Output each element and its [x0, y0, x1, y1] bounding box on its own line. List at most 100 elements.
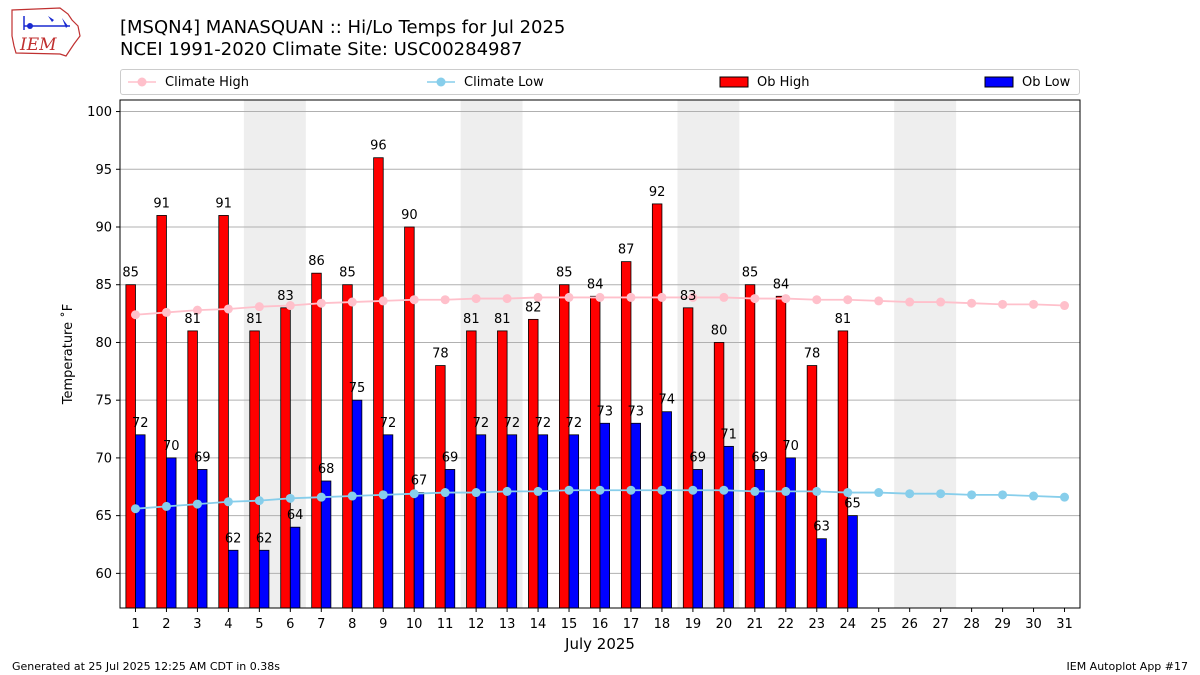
- legend-item-ob-high: Ob High: [719, 70, 810, 94]
- x-tick-label: 19: [685, 617, 702, 632]
- ob-high-label: 81: [184, 312, 201, 327]
- legend-label: Climate Low: [464, 74, 544, 90]
- y-tick-label: 90: [95, 221, 112, 236]
- climate-high-point: [440, 295, 450, 305]
- ob-low-label: 68: [318, 462, 335, 477]
- ob-low-bar: [382, 434, 394, 609]
- ob-low-bar: [723, 445, 734, 609]
- x-tick-label: 4: [224, 617, 232, 632]
- climate-low-point: [564, 485, 574, 495]
- ob-low-label: 71: [720, 427, 737, 442]
- ob-high-bar: [311, 272, 322, 609]
- x-tick-label: 18: [654, 617, 671, 632]
- ob-low-label: 62: [225, 531, 242, 546]
- ob-low-bar: [258, 549, 270, 609]
- chart-subtitle: NCEI 1991-2020 Climate Site: USC00284987: [120, 39, 523, 60]
- legend-label: Ob High: [757, 74, 810, 90]
- climate-high-point: [409, 295, 419, 305]
- climate-high-point: [564, 292, 574, 302]
- ob-low-label: 69: [442, 450, 459, 465]
- ob-low-label: 73: [627, 404, 644, 419]
- ob-high-bar: [280, 307, 291, 609]
- ob-low-bar: [135, 434, 146, 609]
- ob-high-label: 96: [370, 139, 387, 154]
- climate-low-point: [440, 488, 450, 498]
- ob-high-bar: [837, 330, 849, 609]
- ob-low-label: 62: [256, 531, 273, 546]
- ob-low-label: 67: [411, 474, 428, 489]
- legend-item-ob-low: Ob Low: [984, 70, 1070, 94]
- ob-high-bar: [404, 226, 415, 609]
- ob-low-bar: [661, 411, 672, 609]
- ob-low-bar: [413, 492, 425, 609]
- x-tick-label: 1: [131, 617, 139, 632]
- ob-high-label: 85: [742, 266, 759, 281]
- ob-low-bar: [537, 434, 549, 609]
- climate-low-point: [1029, 491, 1039, 501]
- climate-high-point: [781, 294, 791, 304]
- ob-low-bar: [289, 526, 301, 609]
- climate-low-point: [316, 492, 326, 502]
- climate-high-point: [998, 299, 1008, 309]
- ob-high-bar: [620, 261, 632, 609]
- x-tick-label: 3: [193, 617, 201, 632]
- climate-high-point: [874, 296, 884, 306]
- climate-high-point: [1029, 299, 1039, 309]
- climate-high-point: [316, 298, 326, 308]
- ob-high-bar: [528, 318, 539, 609]
- ob-high-label: 78: [432, 347, 449, 362]
- chart-title: [MSQN4] MANASQUAN :: Hi/Lo Temps for Jul…: [120, 17, 566, 38]
- climate-high-point: [502, 294, 512, 304]
- ob-high-label: 81: [835, 312, 852, 327]
- legend-item-climate-high: Climate High: [127, 70, 249, 94]
- climate-low-point: [130, 504, 140, 514]
- app-credit: IEM Autoplot App #17: [1066, 660, 1189, 673]
- ob-low-bar: [816, 538, 827, 609]
- generated-timestamp: Generated at 25 Jul 2025 12:25 AM CDT in…: [12, 660, 280, 673]
- ob-low-bar: [847, 515, 858, 609]
- weekend-shade: [894, 100, 957, 608]
- ob-low-bar: [197, 469, 208, 609]
- x-tick-label: 7: [317, 617, 325, 632]
- climate-high-point: [223, 304, 233, 314]
- x-tick-label: 24: [839, 617, 856, 632]
- ob-low-label: 72: [380, 416, 397, 431]
- ob-low-bar: [568, 434, 580, 609]
- ob-high-bar: [435, 365, 446, 609]
- x-tick-label: 28: [963, 617, 980, 632]
- x-tick-label: 29: [994, 617, 1011, 632]
- ob-high-label: 84: [773, 277, 790, 292]
- x-tick-label: 20: [716, 617, 733, 632]
- climate-low-point: [688, 485, 698, 495]
- climate-high-point: [285, 301, 295, 311]
- ob-high-bar: [806, 365, 818, 609]
- climate-low-point: [409, 489, 419, 499]
- climate-high-point: [719, 292, 729, 302]
- ob-high-bar: [713, 342, 725, 609]
- climate-high-point: [843, 295, 853, 305]
- ob-low-bar: [227, 549, 239, 609]
- x-tick-label: 8: [348, 617, 356, 632]
- ob-high-bar: [466, 330, 477, 609]
- ob-low-bar: [599, 422, 611, 609]
- ob-high-bar: [342, 284, 353, 609]
- ob-low-label: 72: [566, 416, 583, 431]
- climate-high-point: [1060, 301, 1070, 311]
- climate-low-point: [378, 490, 388, 500]
- x-tick-label: 14: [530, 617, 547, 632]
- ob-high-label: 81: [494, 312, 511, 327]
- climate-low-point: [657, 485, 667, 495]
- legend-label: Climate High: [165, 74, 250, 90]
- climate-low-point: [502, 486, 512, 496]
- ob-low-label: 64: [287, 508, 304, 523]
- ob-high-label: 92: [649, 185, 666, 200]
- ob-low-label: 69: [194, 450, 211, 465]
- x-tick-label: 16: [592, 617, 609, 632]
- ob-low-label: 72: [132, 416, 149, 431]
- ob-low-bar: [475, 434, 487, 609]
- ob-low-label: 74: [658, 393, 675, 408]
- ob-low-bar: [630, 422, 641, 609]
- climate-high-point: [161, 307, 171, 317]
- ob-high-bar: [590, 295, 601, 609]
